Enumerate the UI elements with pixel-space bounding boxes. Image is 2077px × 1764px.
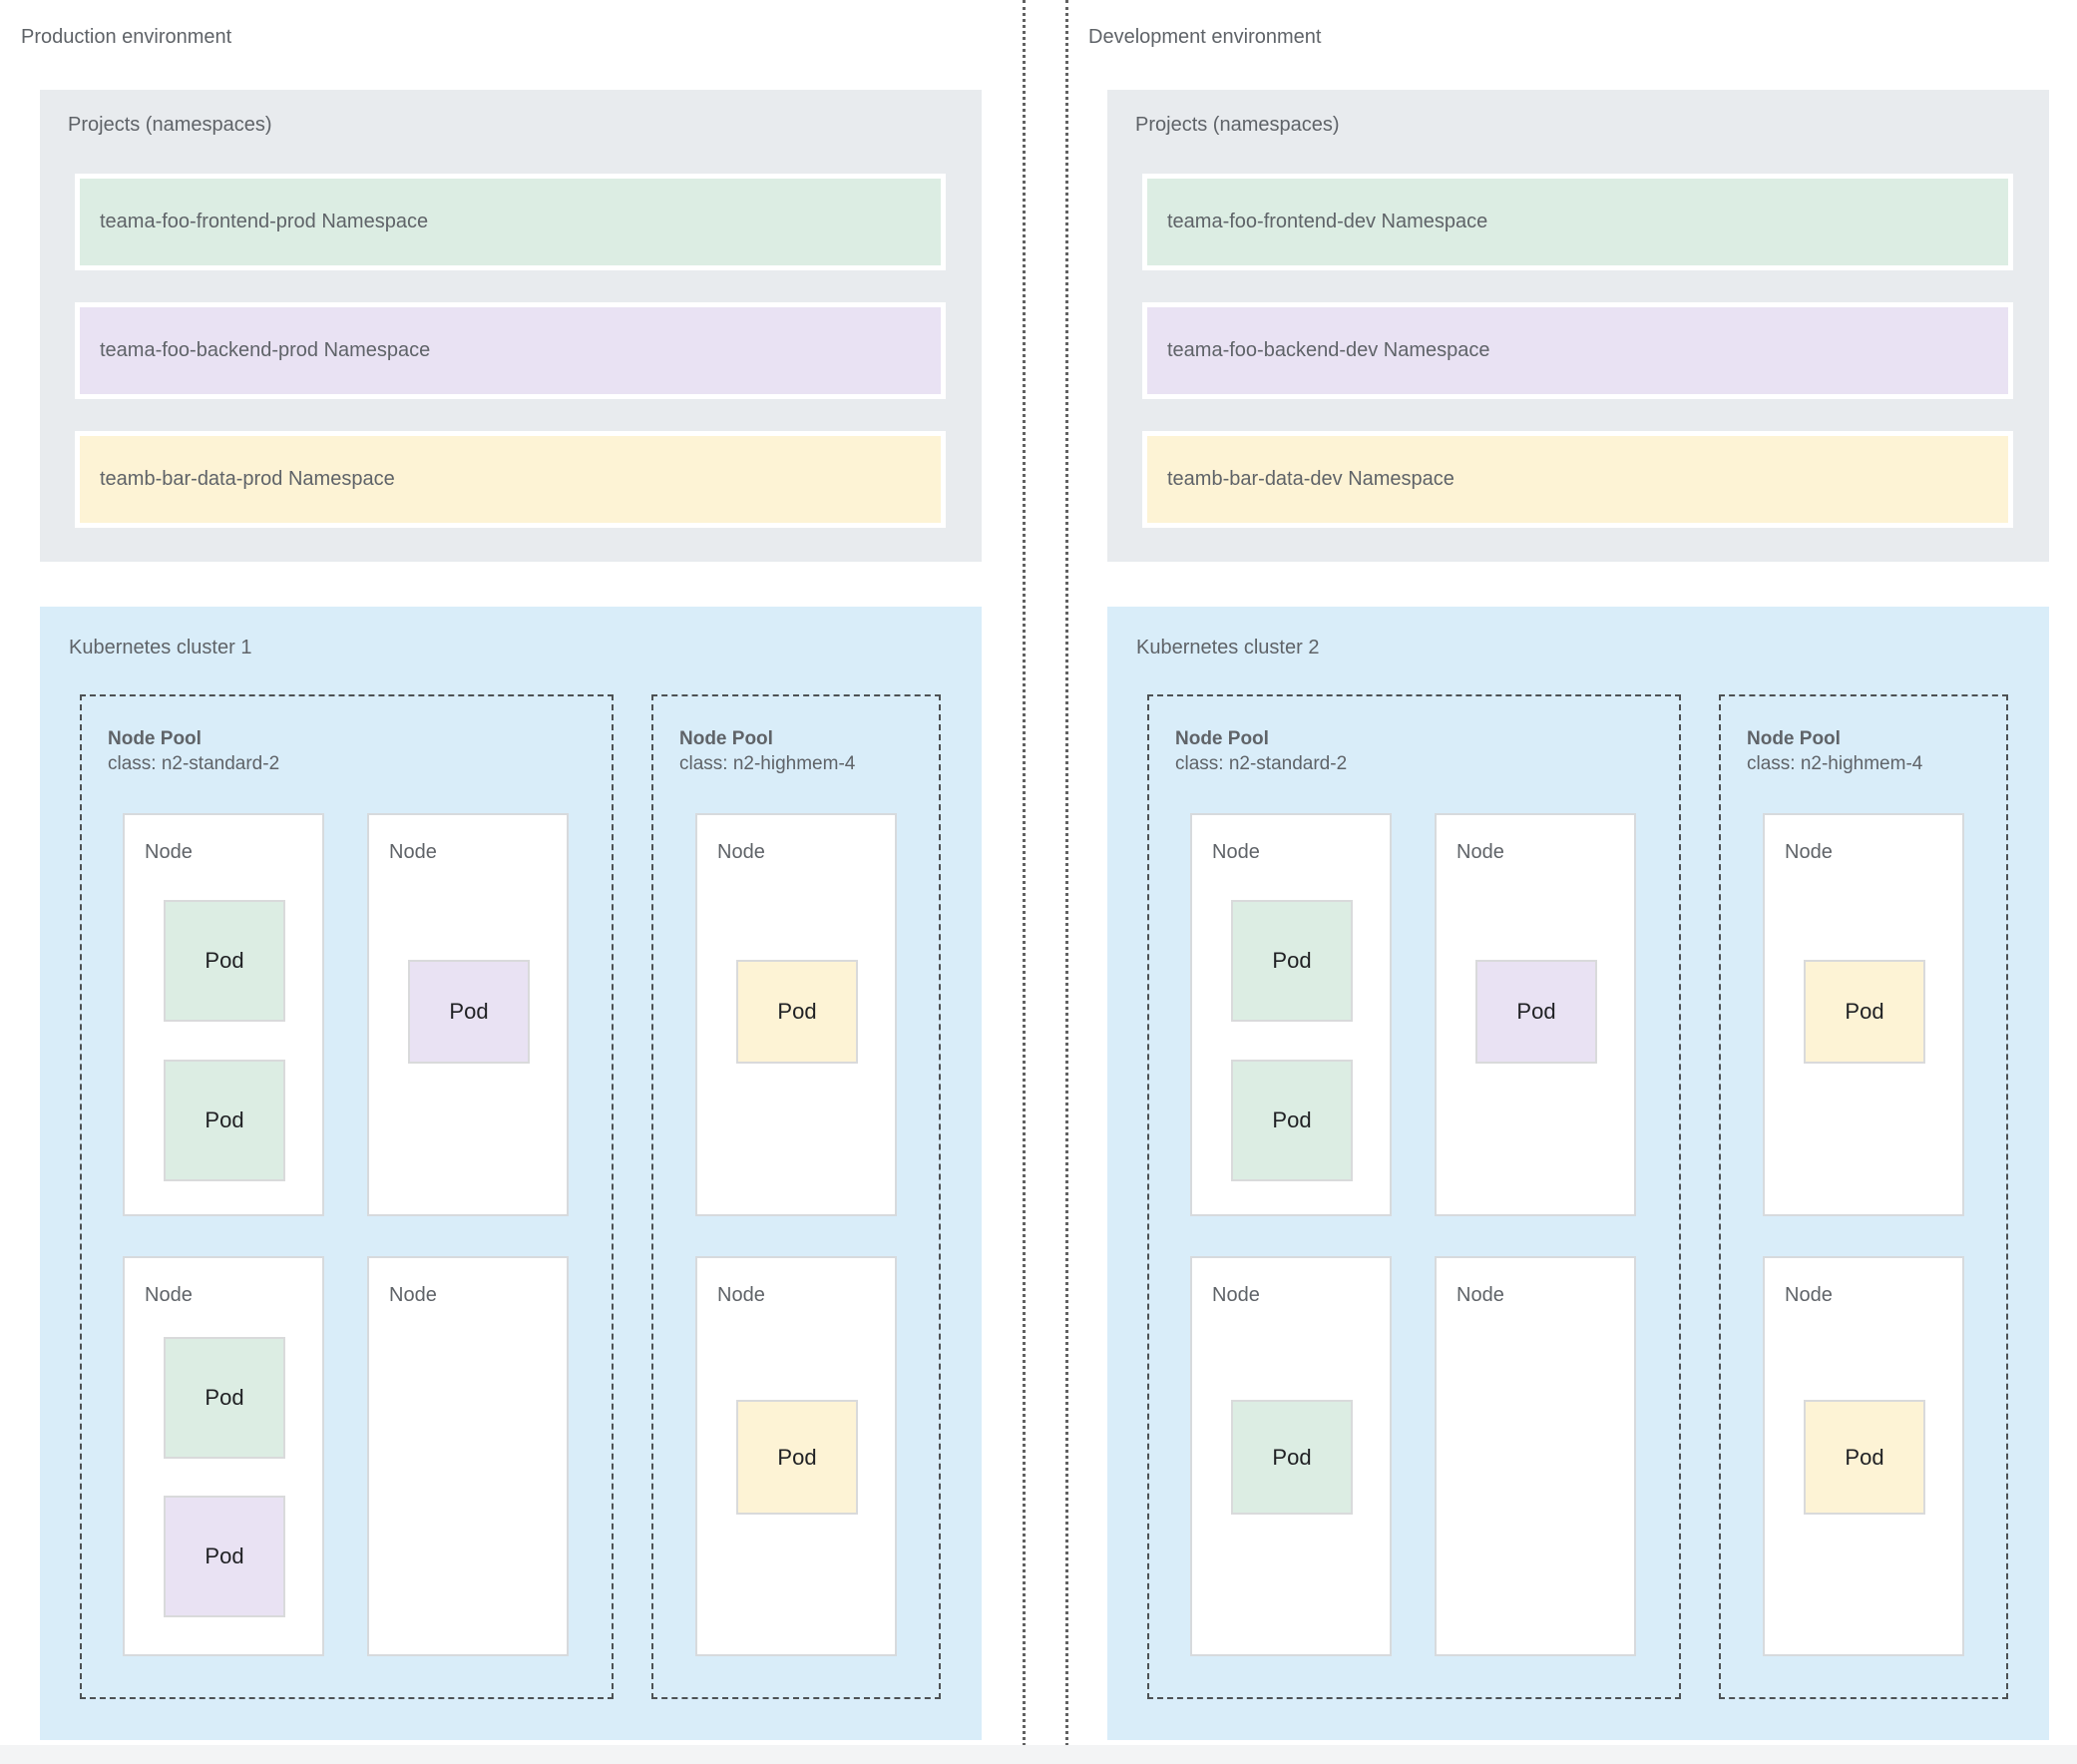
node: Node Pod Pod: [1190, 813, 1392, 1216]
namespace-label: teama-foo-frontend-dev Namespace: [1167, 211, 1488, 232]
pod-label: Pod: [777, 999, 817, 1024]
namespace-bar-fill: teama-foo-frontend-prod Namespace: [80, 179, 941, 265]
pod: Pod: [164, 1060, 285, 1181]
pod: Pod: [1804, 960, 1925, 1064]
node: Node Pod Pod: [123, 1256, 324, 1656]
namespace-label: teama-foo-backend-prod Namespace: [100, 339, 431, 361]
node-label: Node: [1212, 841, 1260, 863]
node-pool-header: Node Pool class: n2-highmem-4: [1747, 726, 1922, 776]
node-label: Node: [145, 841, 193, 863]
cluster-title: Kubernetes cluster 1: [69, 637, 252, 659]
node-pool-highmem: Node Pool class: n2-highmem-4: [651, 694, 941, 1699]
node-pool-title: Node Pool: [108, 728, 202, 749]
node: Node Pod: [695, 1256, 897, 1656]
namespace-label: teama-foo-frontend-prod Namespace: [100, 211, 429, 232]
environment-title: Development environment: [1088, 26, 1322, 48]
node-pool-class: class: n2-highmem-4: [679, 753, 856, 774]
namespace-bar-fill: teama-foo-backend-prod Namespace: [80, 307, 941, 394]
pod-label: Pod: [449, 999, 489, 1024]
node-pool-class: class: n2-standard-2: [108, 753, 280, 774]
environment-divider-line: [1023, 0, 1026, 1764]
namespace-bar: teamb-bar-data-prod Namespace: [75, 431, 946, 528]
kubernetes-cluster-box: Kubernetes cluster 2 Node Pool class: n2…: [1107, 607, 2049, 1740]
node-label: Node: [145, 1284, 193, 1306]
node-pool-class: class: n2-standard-2: [1175, 753, 1348, 774]
pod-label: Pod: [1516, 999, 1556, 1024]
projects-namespaces-box: Projects (namespaces) teama-foo-frontend…: [1107, 90, 2049, 562]
environment-divider-line: [1065, 0, 1068, 1764]
node-label: Node: [389, 841, 437, 863]
pod: Pod: [1231, 1060, 1353, 1181]
node-label: Node: [1785, 1284, 1833, 1306]
pod: Pod: [408, 960, 530, 1064]
node-label: Node: [1785, 841, 1833, 863]
node-pool-standard: Node Pool class: n2-standard-2: [1147, 694, 1681, 1699]
pod-label: Pod: [205, 1385, 244, 1410]
pod-label: Pod: [205, 1544, 244, 1568]
node-pool-header: Node Pool class: n2-highmem-4: [679, 726, 855, 776]
kubernetes-cluster-box: Kubernetes cluster 1 Node Pool class: n2…: [40, 607, 982, 1740]
projects-box-title: Projects (namespaces): [1135, 114, 1340, 136]
namespace-bar: teama-foo-frontend-prod Namespace: [75, 174, 946, 270]
node-label: Node: [1456, 1284, 1504, 1306]
node-pool-standard: Node Pool class: n2-standard-2: [80, 694, 614, 1699]
pod: Pod: [1804, 1400, 1925, 1515]
node: Node Pod: [695, 813, 897, 1216]
pod-label: Pod: [1845, 1444, 1884, 1470]
projects-namespaces-box: Projects (namespaces) teama-foo-frontend…: [40, 90, 982, 562]
pod-label: Pod: [1272, 948, 1312, 973]
node-pool-header: Node Pool class: n2-standard-2: [1175, 726, 1347, 776]
node-label: Node: [1212, 1284, 1260, 1306]
node: Node Pod: [367, 813, 569, 1216]
pod: Pod: [736, 960, 858, 1064]
node: Node Pod: [1763, 813, 1964, 1216]
namespace-bar: teamb-bar-data-dev Namespace: [1142, 431, 2013, 528]
namespace-bar-fill: teama-foo-frontend-dev Namespace: [1147, 179, 2008, 265]
canvas-bottom-edge: [0, 1745, 2077, 1764]
pod-label: Pod: [1845, 999, 1884, 1024]
pod-label: Pod: [205, 1107, 244, 1132]
namespace-bar-fill: teamb-bar-data-prod Namespace: [80, 436, 941, 523]
pod: Pod: [1231, 1400, 1353, 1515]
projects-box-title: Projects (namespaces): [68, 114, 272, 136]
node-label: Node: [717, 1284, 765, 1306]
node-label: Node: [1456, 841, 1504, 863]
pod-label: Pod: [1272, 1444, 1312, 1470]
namespace-bar: teama-foo-backend-dev Namespace: [1142, 302, 2013, 399]
pod-label: Pod: [777, 1444, 817, 1470]
node: Node Pod: [1190, 1256, 1392, 1656]
namespace-label: teama-foo-backend-dev Namespace: [1167, 339, 1490, 361]
node-pool-class: class: n2-highmem-4: [1747, 753, 1923, 774]
pod: Pod: [164, 1337, 285, 1459]
namespace-bar-fill: teama-foo-backend-dev Namespace: [1147, 307, 2008, 394]
node-pool-title: Node Pool: [679, 728, 773, 749]
node-pool-title: Node Pool: [1175, 728, 1269, 749]
namespace-label: teamb-bar-data-prod Namespace: [100, 468, 395, 490]
pod: Pod: [1231, 900, 1353, 1022]
pod: Pod: [164, 900, 285, 1022]
node-label: Node: [717, 841, 765, 863]
namespace-bar-fill: teamb-bar-data-dev Namespace: [1147, 436, 2008, 523]
pod-label: Pod: [205, 948, 244, 973]
node-pool-title: Node Pool: [1747, 728, 1841, 749]
pod: Pod: [736, 1400, 858, 1515]
environment-title: Production environment: [21, 26, 232, 48]
node: Node: [367, 1256, 569, 1656]
node-pool-header: Node Pool class: n2-standard-2: [108, 726, 279, 776]
node: Node Pod Pod: [123, 813, 324, 1216]
node: Node: [1435, 1256, 1636, 1656]
node-label: Node: [389, 1284, 437, 1306]
namespace-bar: teama-foo-backend-prod Namespace: [75, 302, 946, 399]
pod: Pod: [1475, 960, 1597, 1064]
development-environment-panel: Development environment Projects (namesp…: [1067, 0, 2049, 1764]
namespace-label: teamb-bar-data-dev Namespace: [1167, 468, 1454, 490]
node: Node Pod: [1435, 813, 1636, 1216]
node: Node Pod: [1763, 1256, 1964, 1656]
node-pool-highmem: Node Pool class: n2-highmem-4: [1719, 694, 2008, 1699]
production-environment-panel: Production environment Projects (namespa…: [0, 0, 982, 1764]
cluster-title: Kubernetes cluster 2: [1136, 637, 1320, 659]
namespace-bar: teama-foo-frontend-dev Namespace: [1142, 174, 2013, 270]
pod-label: Pod: [1272, 1107, 1312, 1132]
pod: Pod: [164, 1496, 285, 1617]
